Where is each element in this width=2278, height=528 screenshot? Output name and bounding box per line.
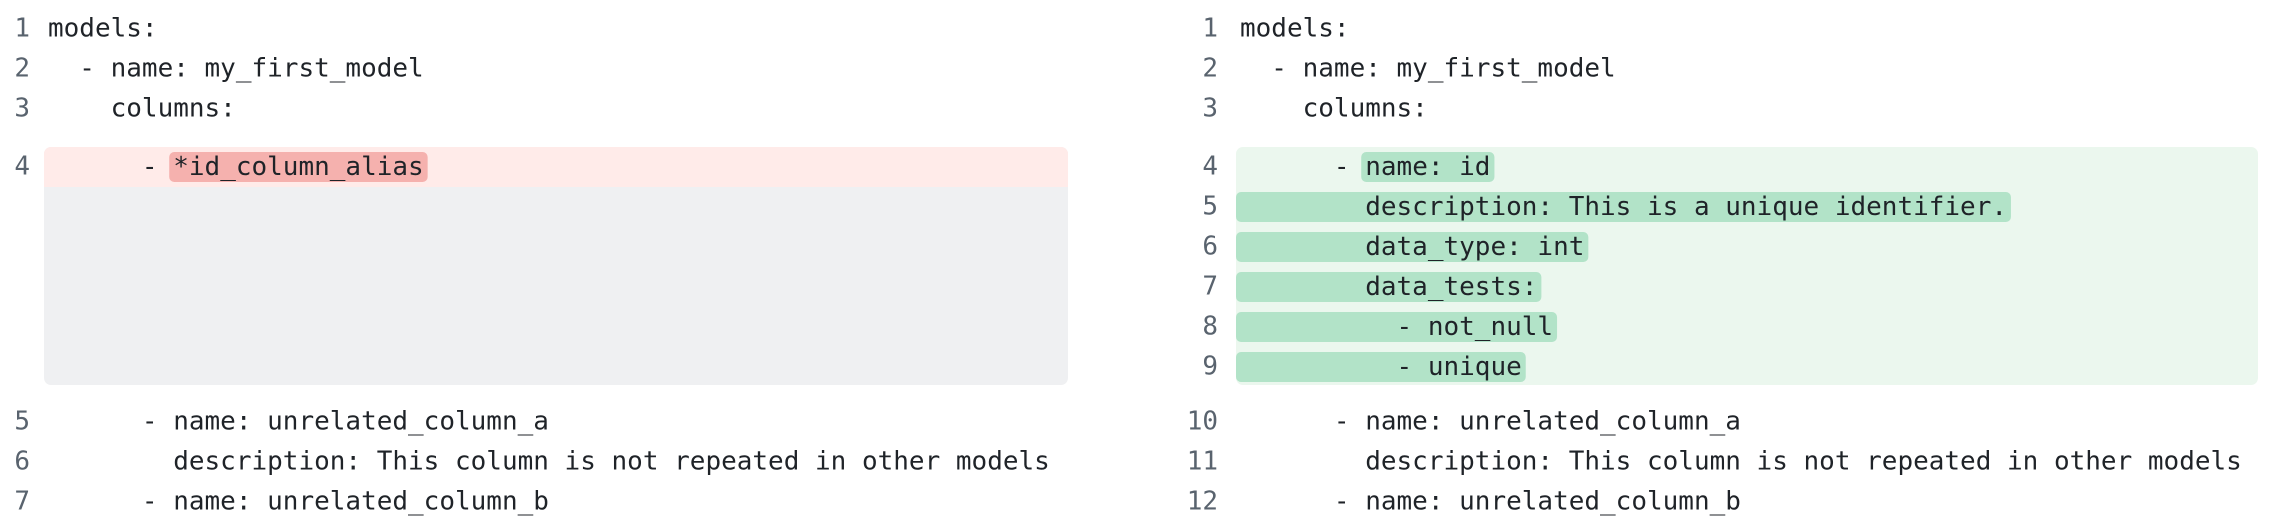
line-number: 2 (14, 54, 30, 84)
code-line: models: (48, 14, 158, 44)
changed-text: description: This is a unique identifier… (1240, 192, 2007, 222)
code-line: - name: id (1240, 152, 1490, 182)
change-highlight (1236, 352, 1526, 382)
line-number: 5 (14, 407, 30, 437)
line-number: 6 (1202, 232, 1218, 262)
code-line: data_tests: (1240, 272, 1537, 302)
line-number: 2 (1202, 54, 1218, 84)
line-number: 10 (1187, 407, 1218, 437)
code-line: columns: (1240, 94, 1428, 124)
change-highlight (1361, 152, 1495, 182)
code-line: description: This is a unique identifier… (1240, 192, 2007, 222)
change-highlight (169, 152, 428, 182)
added-block (1236, 147, 2258, 385)
code-line: - unique (1240, 352, 1522, 382)
line-number: 11 (1187, 447, 1218, 477)
code-line: models: (1240, 14, 1350, 44)
line-number: 3 (1202, 94, 1218, 124)
code-line: data_type: int (1240, 232, 1584, 262)
line-number: 4 (1202, 152, 1218, 182)
line-number: 3 (14, 94, 30, 124)
code-line: - name: unrelated_column_a (48, 407, 549, 437)
changed-text: data_type: int (1240, 232, 1584, 262)
line-number: 1 (14, 14, 30, 44)
line-number: 9 (1202, 352, 1218, 382)
code-line: - name: unrelated_column_b (48, 487, 549, 517)
line-number: 7 (14, 487, 30, 517)
code-line: - not_null (1240, 312, 1553, 342)
code-line: columns: (48, 94, 236, 124)
line-number: 6 (14, 447, 30, 477)
unchanged-text: - (1240, 152, 1365, 182)
changed-text: data_tests: (1240, 272, 1537, 302)
line-number: 12 (1187, 487, 1218, 517)
code-line: - name: my_first_model (48, 54, 424, 84)
change-highlight (1236, 312, 1558, 342)
line-number: 1 (1202, 14, 1218, 44)
changed-text: name: id (1365, 152, 1490, 182)
code-line: - *id_column_alias (48, 152, 424, 182)
code-line: - name: unrelated_column_b (1240, 487, 1741, 517)
changed-text: *id_column_alias (173, 152, 423, 182)
removed-block (44, 147, 1068, 385)
code-line: description: This column is not repeated… (48, 447, 1050, 477)
changed-text: - unique (1240, 352, 1522, 382)
line-number: 4 (14, 152, 30, 182)
line-number: 5 (1202, 192, 1218, 222)
code-line: - name: unrelated_column_a (1240, 407, 1741, 437)
change-highlight (1236, 272, 1542, 302)
line-number: 8 (1202, 312, 1218, 342)
code-line: description: This column is not repeated… (1240, 447, 2242, 477)
changed-text: - not_null (1240, 312, 1553, 342)
change-highlight (1236, 192, 2011, 222)
unchanged-text: - (48, 152, 173, 182)
line-number: 7 (1202, 272, 1218, 302)
change-highlight (1236, 232, 1589, 262)
code-line: - name: my_first_model (1240, 54, 1616, 84)
